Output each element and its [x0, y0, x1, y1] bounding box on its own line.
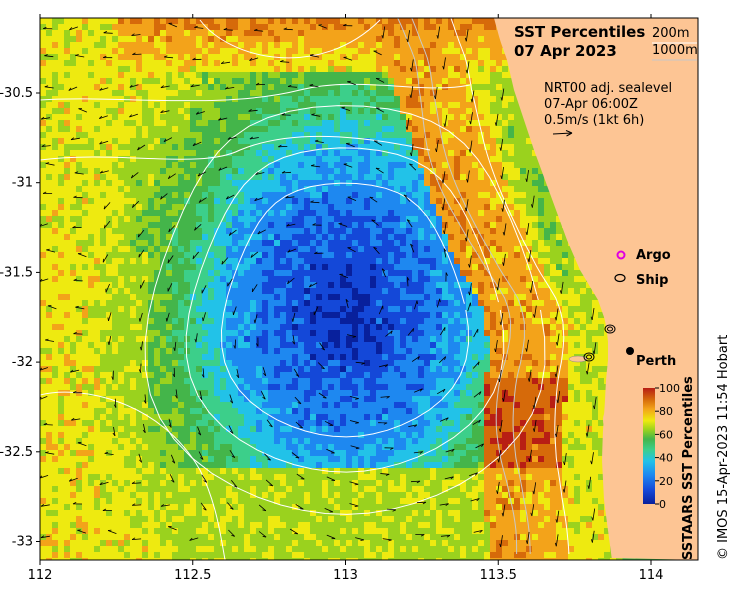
y-tick-label: -31: [12, 176, 33, 191]
title-line2: 07 Apr 2023: [514, 42, 617, 60]
legend-argo: Argo: [636, 248, 671, 263]
sst-percentile-field: [40, 18, 623, 560]
colorbar: [643, 388, 655, 504]
colorbar-tick-label: 40: [659, 452, 673, 465]
colorbar-tick-label: 80: [659, 405, 673, 418]
y-tick-label: -31.5: [0, 265, 33, 280]
y-axis: -30.5 -31 -31.5 -32 -32.5 -33: [0, 86, 40, 550]
colorbar-tick-label: 60: [659, 428, 673, 441]
isobath-label-200m: 200m: [652, 26, 689, 41]
y-tick-label: -32: [12, 355, 33, 370]
altimetry-label: NRT00 adj. sealevel: [544, 81, 672, 96]
ship-marker-icon: [614, 273, 626, 283]
y-tick-label: -30.5: [0, 86, 33, 101]
x-tick-label: 114: [639, 568, 664, 583]
legend-ship: Ship: [636, 273, 668, 288]
isobath-label-1000m: 1000m: [652, 43, 698, 58]
colorbar-tick-label: 0: [659, 498, 666, 511]
current-vectors: [40, 22, 597, 548]
x-tick-label: 113: [333, 568, 358, 583]
y-tick-label: -32.5: [0, 445, 33, 460]
vector-scale-arrow: [552, 130, 573, 137]
x-tick-label: 113.5: [480, 568, 517, 583]
perth-marker-icon: [626, 347, 634, 355]
place-label-perth: Perth: [636, 354, 676, 369]
isobath-contours: [397, 18, 570, 555]
argo-marker-icon: [616, 250, 626, 260]
ship-track-marks: [583, 324, 616, 362]
y-tick-label: -33: [12, 535, 33, 550]
credit-text: © IMOS 15-Apr-2023 11:54 Hobart: [716, 335, 731, 560]
title-line1: SST Percentiles: [514, 23, 645, 41]
colorbar-label: SSTAARS SST Percentiles: [681, 376, 696, 560]
colorbar-tick-label: 100: [659, 382, 680, 395]
x-tick-label: 112.5: [174, 568, 211, 583]
colorbar-tick-label: 20: [659, 475, 673, 488]
altimetry-time: 07-Apr 06:00Z: [544, 97, 638, 112]
x-tick-label: 112: [28, 568, 53, 583]
colorbar-ticks: 100 80 60 40 20 0: [655, 382, 680, 511]
vector-scale-label: 0.5m/s (1kt 6h): [544, 113, 644, 128]
plot-frame: [39, 17, 699, 561]
